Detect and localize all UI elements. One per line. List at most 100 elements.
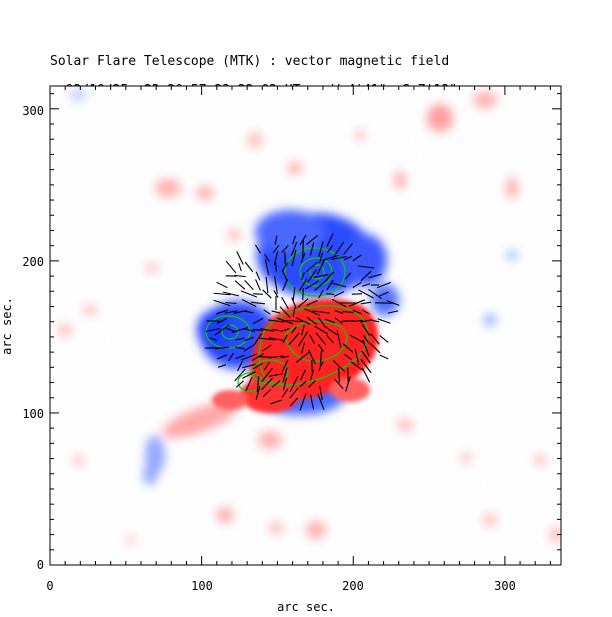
field-vector: [234, 274, 246, 278]
field-vector: [292, 287, 296, 301]
field-vector: [324, 318, 336, 324]
field-vector: [352, 281, 362, 289]
field-vector: [306, 261, 318, 273]
field-vector: [286, 319, 302, 323]
field-vector: [370, 333, 380, 345]
field-vector: [251, 301, 265, 305]
field-vector: [268, 337, 284, 341]
y-tick-label: 100: [22, 407, 44, 421]
field-vector: [268, 373, 284, 377]
field-vector: [291, 326, 297, 334]
field-vector: [289, 397, 299, 407]
field-vector: [306, 234, 318, 246]
field-vector: [357, 265, 375, 269]
field-vector: [369, 342, 381, 354]
field-vector: [281, 359, 289, 373]
field-vector: [349, 334, 365, 344]
field-vector: [238, 262, 242, 272]
field-vector: [300, 342, 306, 354]
x-tick-label: 200: [342, 579, 364, 593]
field-vector: [317, 317, 325, 325]
field-vector: [272, 244, 280, 254]
field-vector: [274, 276, 278, 294]
field-vector: [224, 310, 238, 314]
field-vector: [361, 350, 371, 364]
field-vector: [255, 386, 261, 400]
field-vector: [214, 324, 230, 336]
field-vector: [362, 334, 370, 344]
field-vector: [264, 254, 270, 262]
field-vector: [225, 302, 237, 304]
field-vector: [282, 367, 288, 383]
field-vector: [216, 354, 228, 360]
field-vector: [319, 385, 323, 401]
field-vector: [322, 324, 338, 336]
field-vector: [351, 361, 363, 371]
field-vector: [234, 280, 246, 290]
field-vector: [301, 324, 305, 336]
field-vector: [242, 363, 256, 369]
field-vector: [244, 310, 254, 314]
field-vector: [317, 393, 325, 411]
field-vector: [334, 378, 344, 390]
field-vector: [331, 298, 347, 308]
field-vector: [264, 258, 270, 276]
field-vector: [262, 289, 272, 299]
weak-field-patches: [58, 90, 561, 544]
y-axis-label: arc sec.: [0, 297, 14, 355]
field-vector: [269, 399, 283, 405]
field-vector: [213, 299, 231, 307]
field-vector: [289, 387, 299, 399]
field-vector: [260, 328, 274, 332]
field-vector: [352, 254, 362, 262]
field-vector: [309, 242, 315, 256]
field-vector: [253, 293, 263, 295]
field-vector: [292, 235, 296, 245]
field-vector: [279, 306, 291, 318]
field-vector: [338, 367, 340, 383]
field-vector: [341, 320, 355, 322]
field-vector: [282, 377, 288, 391]
field-vector: [313, 273, 329, 279]
field-vector: [347, 367, 349, 383]
field-vector: [241, 353, 257, 361]
field-vector: [267, 319, 285, 323]
plot-title: Solar Flare Telescope (MTK) : vector mag…: [50, 54, 450, 69]
y-tick-label: 0: [37, 558, 44, 572]
x-axis-label: arc sec.: [277, 600, 335, 614]
field-vector: [326, 279, 334, 291]
field-vector: [300, 369, 306, 381]
field-vector: [304, 280, 320, 290]
field-vector: [291, 297, 297, 309]
y-tick-label: 300: [22, 104, 44, 118]
field-vector: [273, 290, 279, 298]
field-vector: [298, 278, 308, 292]
field-vector: [235, 354, 245, 360]
field-vector: [215, 346, 229, 350]
field-vector: [318, 252, 324, 264]
field-vector: [290, 241, 298, 257]
field-vector: [300, 252, 306, 264]
field-vector: [301, 272, 305, 280]
field-vector: [292, 307, 296, 317]
field-vector: [244, 280, 254, 290]
field-vector: [245, 376, 253, 392]
field-vector: [377, 318, 391, 324]
field-vector: [274, 235, 278, 245]
x-tick-label: 100: [191, 579, 213, 593]
field-vector: [336, 330, 342, 348]
field-vector: [242, 371, 256, 379]
field-vector: [263, 309, 271, 315]
field-vector: [268, 355, 284, 359]
axis-ticks: [49, 86, 561, 566]
field-vector: [361, 367, 371, 383]
field-vector: [360, 358, 372, 374]
field-vector: [288, 332, 300, 346]
field-vector: [222, 291, 240, 297]
field-vector: [359, 319, 373, 323]
field-vector: [308, 349, 316, 365]
field-vector: [216, 281, 228, 289]
field-vector: [281, 296, 289, 310]
field-vector: [326, 245, 334, 253]
field-vector: [234, 368, 246, 382]
